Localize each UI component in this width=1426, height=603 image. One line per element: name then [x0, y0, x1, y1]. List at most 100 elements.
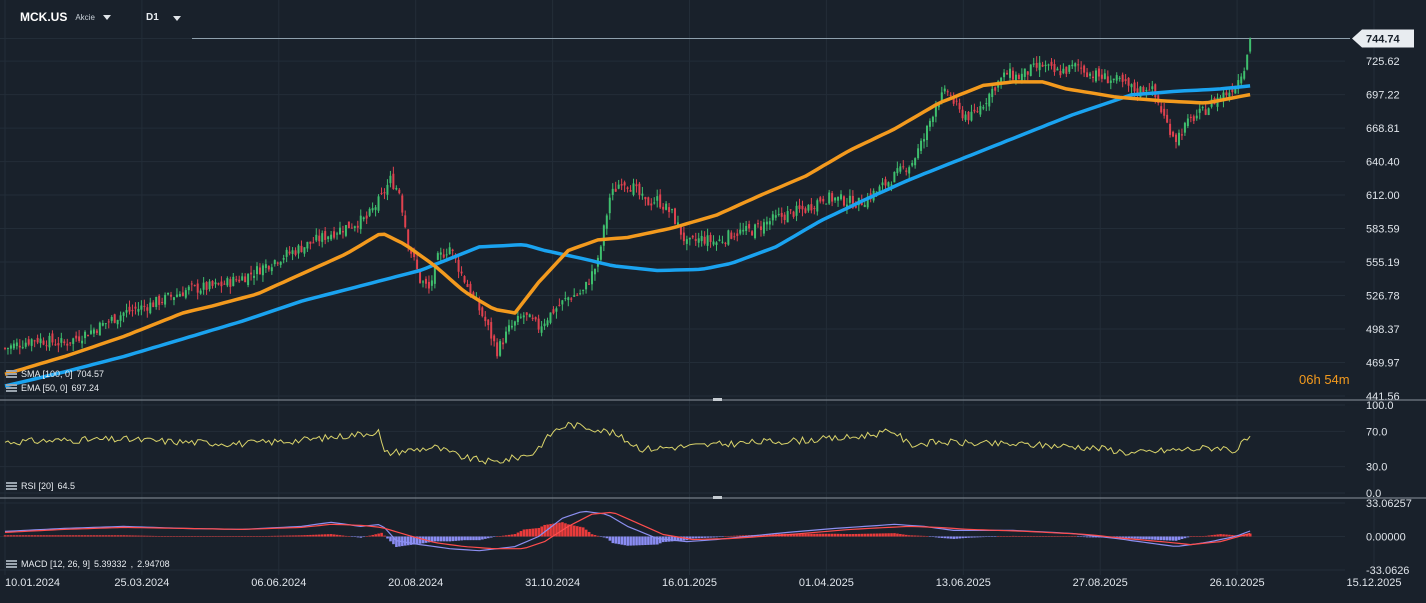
macd-hist-bar — [371, 534, 375, 537]
legend-sma[interactable]: SMA [100, 0] 704.57 — [6, 369, 104, 379]
candle-body — [510, 325, 513, 328]
candle-body — [733, 236, 736, 238]
candle-body — [810, 204, 813, 211]
candle-body — [816, 200, 819, 212]
candle-body — [1130, 84, 1133, 88]
macd-hist-bar — [1157, 536, 1160, 540]
macd-hist-bar — [765, 534, 769, 537]
candle-body — [703, 236, 706, 244]
candle-body — [134, 306, 137, 309]
x-tick-label: 01.04.2025 — [799, 577, 854, 589]
candle-body — [576, 294, 579, 296]
legend-ema[interactable]: EMA [50, 0] 697.24 — [6, 383, 99, 393]
candle-body — [564, 298, 567, 300]
macd-hist-bar — [1035, 536, 1039, 537]
macd-hist-bar — [294, 535, 297, 537]
timeframe-selector[interactable]: D1 — [146, 12, 159, 23]
candle-body — [247, 273, 250, 286]
pane-resize-handle — [713, 398, 722, 401]
indicator-menu-icon[interactable] — [6, 370, 17, 378]
last-price-label: 744.74 — [1366, 34, 1401, 46]
candle-body — [365, 215, 368, 219]
macd-hist-bar — [172, 536, 176, 537]
indicator-menu-icon[interactable] — [6, 482, 17, 490]
macd-hist-bar — [1124, 536, 1128, 538]
candle-body — [392, 173, 395, 190]
candle-body — [273, 260, 276, 265]
candle-body — [1068, 65, 1071, 72]
candle-body — [1160, 106, 1163, 113]
macd-hist-bar — [270, 535, 274, 537]
candle-body — [1231, 89, 1234, 93]
candle-body — [730, 232, 733, 239]
macd-hist-bar — [638, 536, 641, 546]
macd-hist-bar — [718, 536, 721, 537]
legend-rsi[interactable]: RSI [20] 64.5 — [6, 481, 75, 491]
macd-hist-bar — [694, 536, 698, 539]
candle-body — [840, 194, 843, 200]
candle-body — [250, 272, 253, 275]
macd-hist-bar — [445, 536, 449, 542]
countdown-minutes-unit: m — [1338, 372, 1350, 387]
candle-body — [383, 192, 386, 194]
macd-hist-bar — [1168, 536, 1172, 541]
macd-hist-bar — [845, 534, 849, 537]
macd-hist-bar — [795, 533, 798, 537]
legend-macd[interactable]: MACD [12, 26, 9] 5.39332 , 2.94708 — [6, 559, 170, 569]
candle-body — [765, 221, 768, 225]
candle-body — [187, 286, 190, 291]
macd-hist-bar — [60, 535, 63, 537]
candle-body — [549, 312, 552, 323]
candle-body — [398, 189, 401, 194]
macd-hist-bar — [626, 536, 629, 546]
macd-hist-bar — [365, 536, 369, 537]
candle-body — [18, 345, 21, 348]
macd-hist-bar — [344, 535, 348, 537]
macd-tick-label: 0.00000 — [1366, 532, 1406, 544]
indicator-menu-icon[interactable] — [6, 560, 17, 568]
macd-hist-bar — [1059, 536, 1062, 537]
candle-body — [626, 187, 629, 189]
symbol-selector[interactable]: MCK.US Akcie — [20, 10, 111, 24]
candle-body — [1175, 134, 1178, 143]
chevron-down-icon[interactable] — [173, 16, 181, 21]
macd-hist-bar — [300, 535, 303, 537]
countdown-minutes: 54 — [1324, 372, 1339, 387]
macd-signal-line — [4, 511, 1251, 550]
macd-hist-bar — [143, 535, 146, 537]
candle-body — [561, 300, 564, 305]
candle-body — [1003, 72, 1006, 78]
candle-body — [1172, 131, 1175, 137]
macd-hist-bar — [913, 535, 917, 537]
macd-hist-bar — [587, 531, 591, 537]
macd-hist-bar — [71, 535, 75, 537]
candle-body — [356, 225, 359, 228]
macd-hist-bar — [504, 535, 508, 537]
candle-body — [101, 323, 104, 326]
macd-hist-bar — [608, 536, 612, 541]
macd-hist-bar — [412, 536, 416, 545]
candle-body — [513, 321, 516, 326]
candle-body — [1050, 61, 1053, 66]
candle-body — [662, 206, 665, 210]
macd-hist-bar — [819, 533, 822, 537]
candle-body — [665, 203, 668, 210]
macd-hist-bar — [1068, 536, 1071, 537]
legend-rsi-label: RSI [20] — [21, 481, 54, 491]
macd-hist-bar — [1162, 536, 1166, 541]
candle-body — [1026, 71, 1029, 75]
macd-hist-bar — [1222, 534, 1225, 537]
macd-hist-bar — [326, 534, 330, 537]
legend-macd-value: 5.39332 — [94, 559, 127, 569]
macd-hist-bar — [338, 535, 342, 537]
candle-body — [828, 192, 831, 204]
macd-hist-bar — [1148, 536, 1151, 540]
candle-body — [771, 214, 774, 221]
macd-hist-bar — [95, 535, 99, 537]
candle-body — [676, 222, 679, 226]
candle-body — [925, 126, 928, 141]
macd-hist-bar — [157, 536, 161, 537]
candle-body — [451, 249, 454, 251]
macd-hist-bar — [131, 535, 134, 537]
indicator-menu-icon[interactable] — [6, 384, 17, 392]
